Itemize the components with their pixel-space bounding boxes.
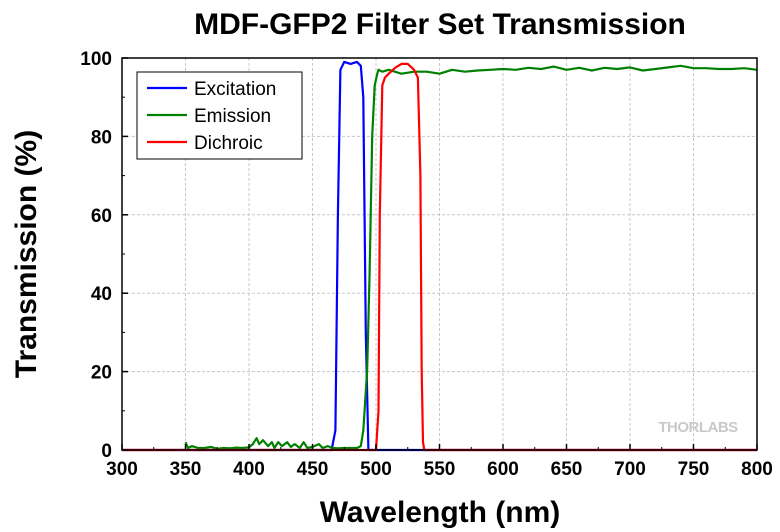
x-tick-label: 800	[741, 459, 773, 480]
y-tick-label: 0	[101, 441, 112, 462]
y-tick-label: 80	[91, 127, 112, 148]
watermark-text: THORLABS	[658, 419, 738, 436]
axis-ticks: 300 350 400 450 500 550 600 650 700 750 800 0 20 40 60…	[80, 49, 773, 480]
x-tick-label: 550	[424, 459, 456, 480]
legend-label-emission: Emission	[194, 106, 271, 127]
y-axis-title: Transmission (%)	[10, 130, 43, 378]
x-tick-label: 700	[614, 459, 646, 480]
x-tick-label: 750	[678, 459, 710, 480]
legend-label-dichroic: Dichroic	[194, 133, 263, 154]
legend: Excitation Emission Dichroic	[136, 71, 303, 160]
series-lines	[122, 60, 758, 452]
y-tick-label: 100	[80, 49, 112, 70]
legend-label-excitation: Excitation	[194, 79, 276, 100]
x-tick-label: 650	[551, 459, 583, 480]
x-tick-label: 450	[297, 459, 329, 480]
thorlabs-watermark: THORLABS	[658, 419, 738, 436]
y-tick-label: 20	[91, 363, 112, 384]
x-tick-label: 500	[360, 459, 392, 480]
emission-series-line	[184, 64, 758, 450]
chart-title: MDF-GFP2 Filter Set Transmission	[194, 8, 686, 41]
y-tick-label: 40	[91, 284, 112, 305]
x-tick-label: 600	[487, 459, 519, 480]
x-axis-title: Wavelength (nm)	[320, 496, 561, 529]
x-tick-label: 300	[106, 459, 138, 480]
dichroic-series-line	[122, 62, 757, 452]
x-tick-label: 350	[170, 459, 202, 480]
y-tick-label: 60	[91, 206, 112, 227]
x-tick-label: 400	[233, 459, 265, 480]
excitation-series-line	[122, 60, 757, 452]
